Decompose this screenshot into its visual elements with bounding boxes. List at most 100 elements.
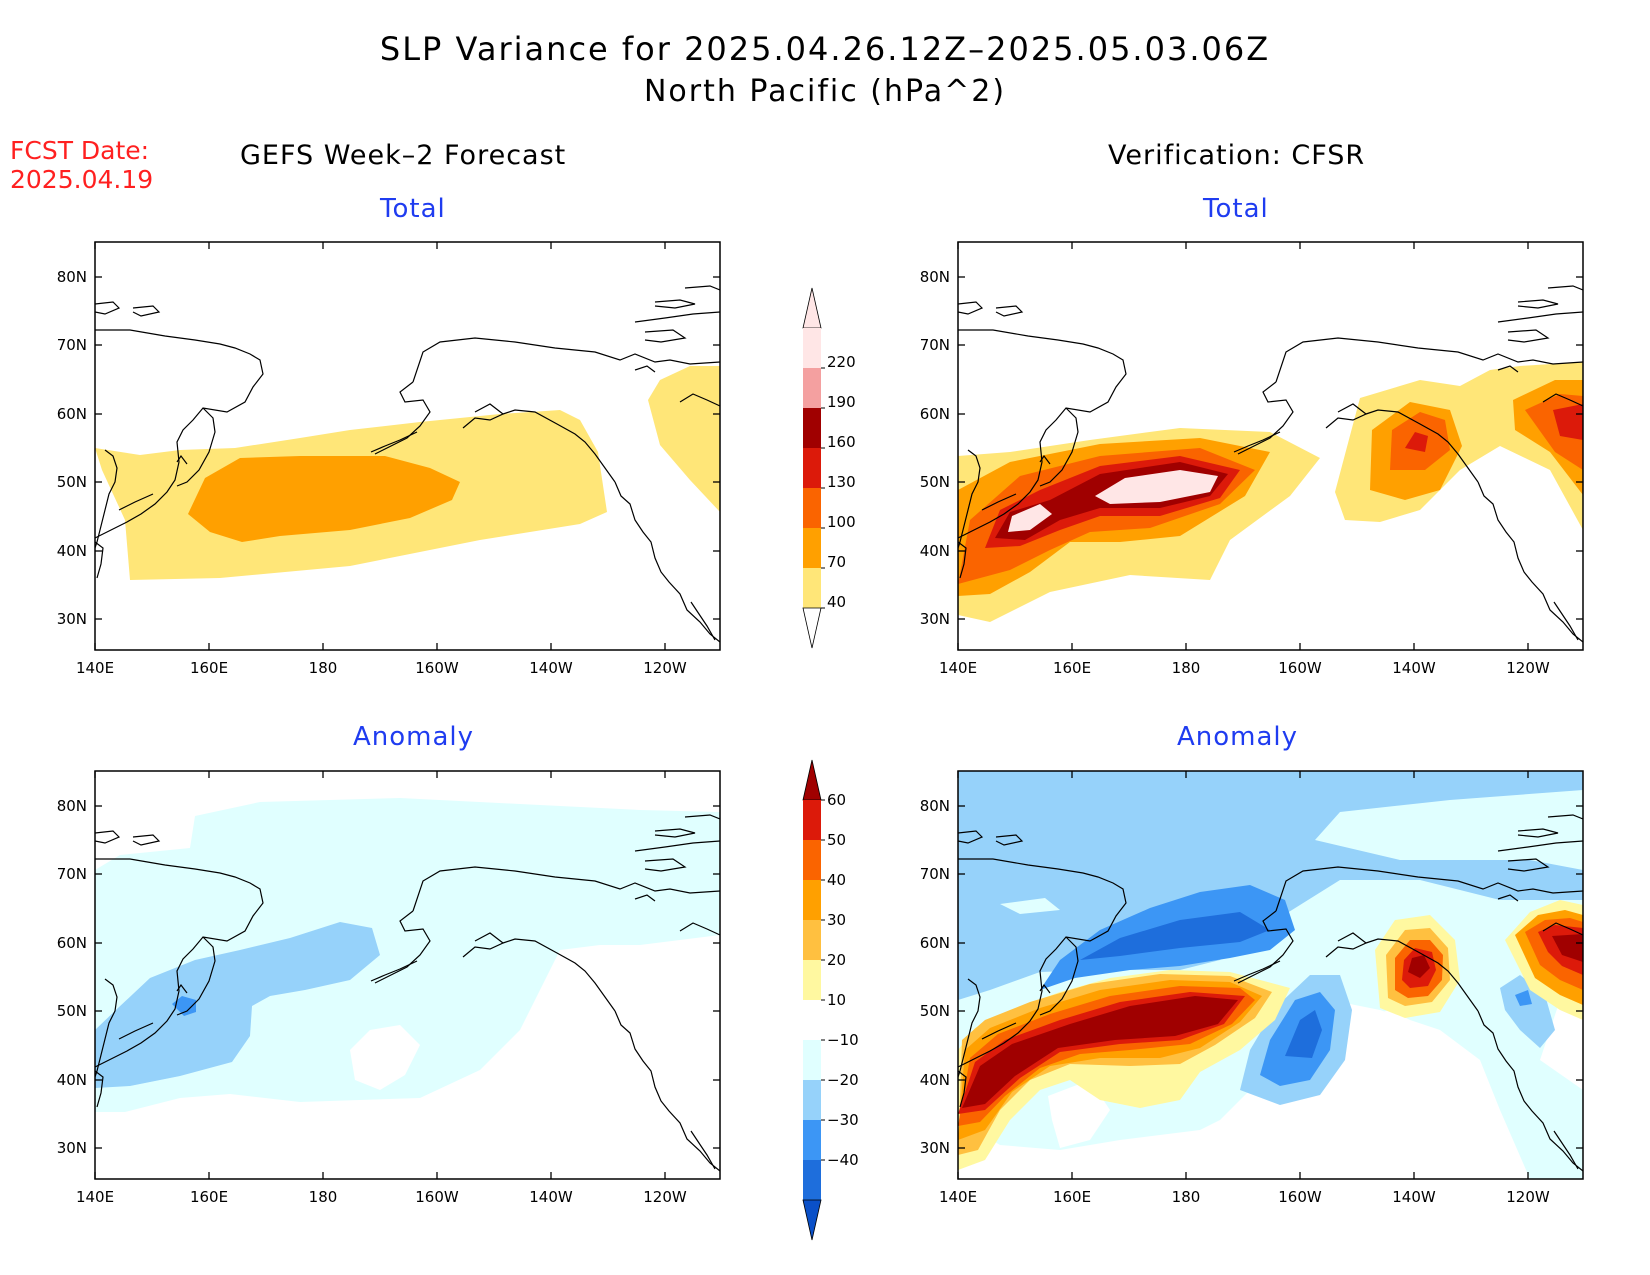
colorbar-total-swatch	[803, 408, 821, 448]
lon-tick-label: 140W	[529, 1188, 573, 1206]
colorbar-anomaly-bottom-arrow	[802, 1199, 822, 1241]
lat-tick-label: 50N	[920, 1002, 950, 1020]
colorbar-anomaly-swatch	[803, 1040, 821, 1080]
lat-tick-label: 30N	[920, 1139, 950, 1157]
colorbar-anomaly-swatch	[803, 920, 821, 960]
lat-tick-label: 60N	[920, 934, 950, 952]
panel-title-total-verification: Total	[1203, 194, 1269, 224]
axis-ticks: 140E 160E 180 160W 140W 120W 80N 70N 60N 50N 40N 30…	[57, 242, 1583, 1206]
column-title-forecast: GEFS Week–2 Forecast	[240, 140, 567, 171]
lat-tick-label: 40N	[57, 1071, 87, 1089]
lat-tick-label: 40N	[57, 542, 87, 560]
colorbar-anomaly-label: −20	[827, 1071, 859, 1089]
colorbar-anomaly-swatch	[803, 880, 821, 920]
colorbar-anomaly-swatch	[803, 840, 821, 880]
lon-tick-label: 180	[1172, 1188, 1201, 1206]
lat-tick-label: 80N	[57, 268, 87, 286]
colorbar-total-swatch	[803, 368, 821, 408]
sub-title: North Pacific (hPa^2)	[643, 74, 1007, 109]
lon-tick-label: 180	[309, 1188, 338, 1206]
lat-tick-label: 70N	[920, 865, 950, 883]
colorbar-total-label: 190	[827, 393, 856, 411]
colorbar-total-swatch	[803, 528, 821, 568]
column-title-verification: Verification: CFSR	[1108, 140, 1366, 171]
lon-tick-label: 120W	[1506, 659, 1550, 677]
panel-title-anomaly-forecast: Anomaly	[353, 722, 475, 752]
colorbar-total-label: 40	[827, 593, 846, 611]
lon-tick-label: 180	[1172, 659, 1201, 677]
colorbar-anomaly-label: −40	[827, 1151, 859, 1169]
lat-tick-label: 40N	[920, 542, 950, 560]
lat-tick-label: 70N	[920, 336, 950, 354]
colorbar-total-swatch	[803, 328, 821, 368]
colorbar-anomaly-swatch	[803, 1080, 821, 1120]
lat-tick-label: 30N	[57, 610, 87, 628]
lon-tick-label: 140W	[1392, 659, 1436, 677]
lon-tick-label: 140E	[76, 659, 114, 677]
panel-title-anomaly-verification: Anomaly	[1177, 722, 1299, 752]
lon-tick-label: 160E	[190, 659, 228, 677]
lon-tick-label: 120W	[643, 659, 687, 677]
lon-tick-label: 140E	[939, 659, 977, 677]
colorbar-total-label: 100	[827, 513, 856, 531]
lon-tick-label: 140E	[76, 1188, 114, 1206]
map-anomaly-forecast	[94, 770, 721, 1180]
lat-tick-label: 60N	[57, 934, 87, 952]
lat-tick-label: 80N	[920, 268, 950, 286]
lon-tick-label: 160W	[415, 659, 459, 677]
map-anomaly-verification	[957, 770, 1584, 1180]
colorbar-total-label: 220	[827, 353, 856, 371]
colorbar-anomaly-label: 60	[827, 791, 846, 809]
panel-title-total-forecast: Total	[380, 194, 446, 224]
lon-tick-label: 140E	[939, 1188, 977, 1206]
lon-tick-label: 160E	[190, 1188, 228, 1206]
colorbar-anomaly-label: 30	[827, 911, 846, 929]
lon-tick-label: 160W	[415, 1188, 459, 1206]
forecast-date-label: FCST Date:	[10, 136, 150, 165]
colorbar-total-bottom-arrow	[802, 607, 822, 649]
lat-tick-label: 30N	[57, 1139, 87, 1157]
colorbar-anomaly-top-arrow	[802, 759, 822, 801]
lon-tick-label: 160W	[1278, 659, 1322, 677]
lat-tick-label: 70N	[57, 336, 87, 354]
map-total-verification	[957, 241, 1584, 651]
colorbar-anomaly-label: 10	[827, 991, 846, 1009]
colorbar-total-label: 160	[827, 433, 856, 451]
lat-tick-label: 50N	[57, 1002, 87, 1020]
colorbar-total-swatch	[803, 568, 821, 608]
lat-tick-label: 40N	[920, 1071, 950, 1089]
lat-tick-label: 30N	[920, 610, 950, 628]
colorbar-total-swatch	[803, 488, 821, 528]
lon-tick-label: 160W	[1278, 1188, 1322, 1206]
lon-tick-label: 160E	[1053, 659, 1091, 677]
colorbar-anomaly-label: 40	[827, 871, 846, 889]
lat-tick-label: 50N	[57, 473, 87, 491]
lat-tick-label: 60N	[57, 405, 87, 423]
colorbar-anomaly-swatch	[803, 1000, 821, 1040]
colorbar-anomaly-label: −30	[827, 1111, 859, 1129]
lat-tick-label: 50N	[920, 473, 950, 491]
colorbar-anomaly-swatch	[803, 800, 821, 840]
colorbar-anomaly-label: 50	[827, 831, 846, 849]
lat-tick-label: 60N	[920, 405, 950, 423]
map-total-forecast	[94, 241, 721, 651]
main-title: SLP Variance for 2025.04.26.12Z–2025.05.…	[379, 30, 1271, 68]
colorbar-anomaly-label: 20	[827, 951, 846, 969]
colorbar-total: 220 190 160 130 100 70 40	[802, 287, 856, 649]
lat-tick-label: 80N	[57, 797, 87, 815]
lon-tick-label: 180	[309, 659, 338, 677]
lat-tick-label: 80N	[920, 797, 950, 815]
lon-tick-label: 140W	[529, 659, 573, 677]
colorbar-total-label: 70	[827, 553, 846, 571]
colorbar-anomaly-label: −10	[827, 1031, 859, 1049]
colorbar-total-label: 130	[827, 473, 856, 491]
forecast-date-value: 2025.04.19	[10, 165, 154, 194]
lat-tick-label: 70N	[57, 865, 87, 883]
lon-tick-label: 120W	[1506, 1188, 1550, 1206]
colorbar-anomaly-swatch	[803, 960, 821, 1000]
colorbar-total-swatch	[803, 448, 821, 488]
colorbar-total-top-arrow	[802, 287, 822, 329]
colorbar-anomaly-swatch	[803, 1160, 821, 1200]
colorbar-anomaly: 60 50 40 30 20 10 −10 −20 −30 −40	[802, 759, 859, 1241]
